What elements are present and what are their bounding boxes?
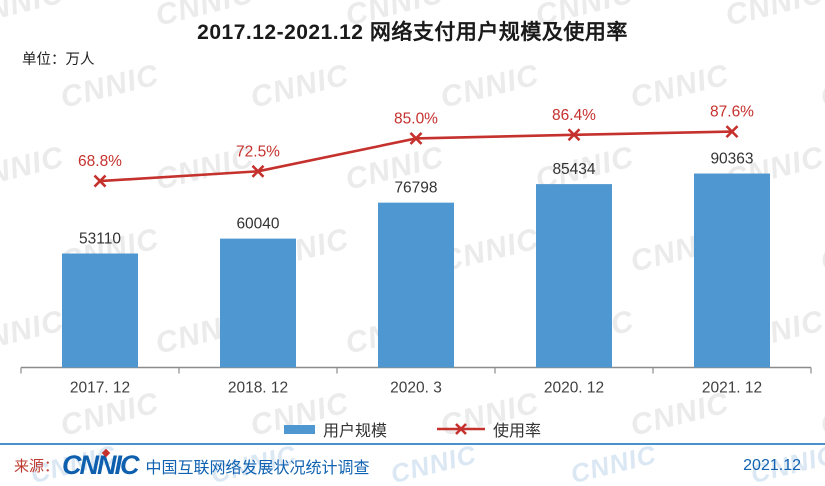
cnnic-logo: CNNIC — [62, 448, 140, 480]
footer-date: 2021.12 — [743, 456, 801, 474]
bar-value-label: 90363 — [710, 151, 753, 168]
bar-value-label: 85434 — [552, 161, 595, 178]
pct-label: 72.5% — [236, 143, 280, 160]
unit-label: 单位：万人 — [22, 52, 95, 68]
bar-swatch — [283, 424, 315, 434]
source-text: 中国互联网络发展状况统计调查 — [145, 459, 370, 477]
legend-item-usage-rate: 使用率 — [437, 417, 541, 441]
chart-title: 2017.12-2021.12 网络支付用户规模及使用率 — [197, 21, 628, 44]
x-marker — [567, 128, 581, 142]
pct-label: 85.0% — [394, 110, 438, 127]
x-tick-label: 2017. 12 — [70, 380, 130, 397]
line-x-swatch — [437, 423, 485, 435]
bar-value-label: 76798 — [394, 180, 437, 197]
bar — [536, 184, 612, 368]
legend-item-user-scale: 用户规模 — [283, 417, 387, 441]
x-tick-label: 2020. 12 — [544, 380, 604, 397]
source-prefix-label: 来源： — [14, 458, 60, 475]
legend: 用户规模 使用率 — [0, 417, 825, 441]
watermark-text: CNNIC — [567, 445, 660, 486]
bar-value-label: 60040 — [236, 216, 279, 233]
separator-line — [0, 443, 825, 445]
footer: CNNIC CNNIC CNNIC CNNIC CNNIC 来源： CNNIC 中国互联… — [0, 445, 825, 486]
x-marker — [93, 174, 107, 188]
bar — [220, 238, 296, 368]
x-tick-label: 2020. 3 — [390, 380, 442, 397]
cnnic-logo-text: CNNIC — [62, 450, 139, 480]
legend-label-user-scale: 用户规模 — [322, 423, 387, 440]
chart-canvas: 53110 2017. 12 60040 2018. 12 76798 2020. 3 85… — [20, 104, 812, 397]
legend-label-usage-rate: 使用率 — [493, 423, 542, 440]
pct-label: 87.6% — [710, 104, 754, 121]
legend-x-marker — [455, 423, 467, 435]
bar — [694, 173, 770, 368]
watermark-text: CNNIC — [387, 445, 480, 486]
pct-label: 86.4% — [552, 107, 596, 124]
bar — [62, 253, 138, 368]
x-marker — [725, 125, 739, 139]
pct-label: 68.8% — [78, 153, 122, 170]
x-marker — [251, 164, 265, 178]
x-tick-label: 2018. 12 — [228, 380, 288, 397]
bar-value-label: 53110 — [79, 231, 121, 248]
x-marker — [409, 132, 423, 145]
bar — [378, 202, 454, 368]
x-tick-label: 2021. 12 — [702, 380, 762, 397]
